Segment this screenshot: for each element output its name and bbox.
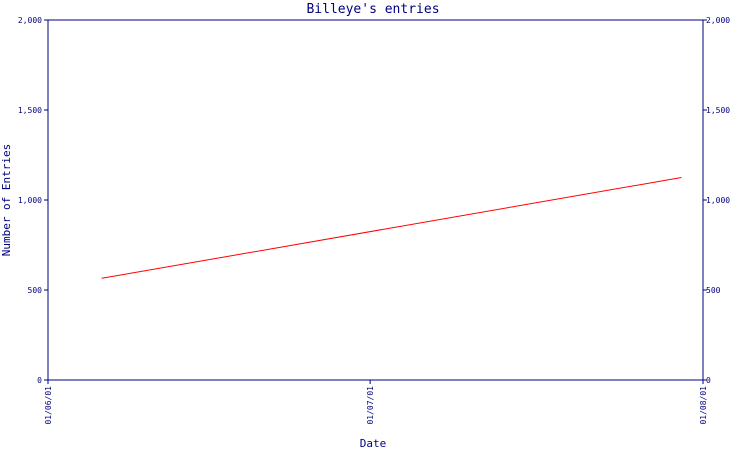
y-tick-label-right: 500: [706, 286, 721, 295]
x-axis-label: Date: [360, 437, 387, 450]
x-tick-label: 01/06/01: [44, 386, 53, 425]
y-tick-label-right: 1,000: [706, 196, 730, 205]
plot-frame: [47, 19, 704, 381]
y-tick-label-left: 2,000: [18, 16, 42, 25]
y-tick-label-right: 0: [706, 376, 711, 385]
y-tick-label-left: 0: [37, 376, 42, 385]
y-tick-label-left: 500: [28, 286, 43, 295]
x-tick-label: 01/08/01: [699, 386, 708, 425]
y-tick-label-right: 2,000: [706, 16, 730, 25]
chart-title: Billeye's entries: [306, 2, 439, 17]
series-line: [101, 177, 682, 279]
y-tick-label-right: 1,500: [706, 106, 730, 115]
y-tick-label-left: 1,000: [18, 196, 42, 205]
y-tick-label-left: 1,500: [18, 106, 42, 115]
x-tick-label: 01/07/01: [366, 386, 375, 425]
y-axis-label: Number of Entries: [0, 144, 13, 257]
